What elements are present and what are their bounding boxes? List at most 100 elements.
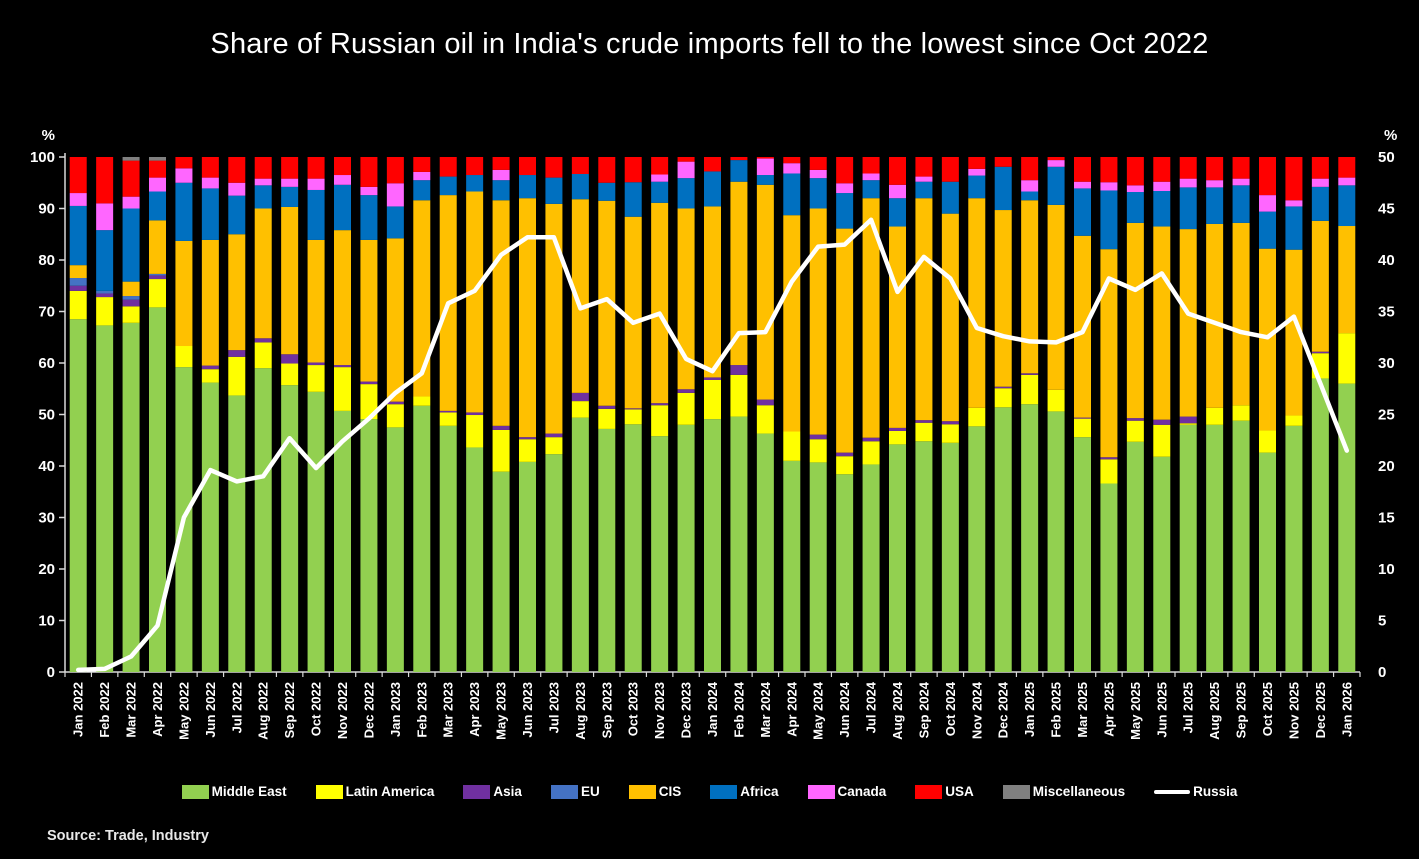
- bar-segment-middle_east: [624, 424, 642, 672]
- bar-segment-middle_east: [1206, 424, 1224, 672]
- x-axis-month-label: May 2023: [494, 682, 509, 740]
- legend-color-swatch: [915, 784, 943, 799]
- bar-segment-asia: [492, 425, 510, 430]
- bar-segment-latin_america: [281, 363, 299, 386]
- bar-segment-cis: [1047, 204, 1065, 390]
- bar-segment-asia: [201, 365, 219, 370]
- bar-segment-cis: [571, 199, 589, 393]
- bar-segment-usa: [704, 157, 721, 172]
- right-tick-label: 30: [1378, 355, 1395, 372]
- legend-color-swatch: [463, 784, 491, 799]
- bar-segment-latin_america: [545, 437, 563, 455]
- bar-segment-cis: [1259, 248, 1276, 431]
- bar-segment-africa: [598, 182, 616, 201]
- bar-segment-usa: [334, 157, 351, 176]
- bar-segment-middle_east: [386, 427, 404, 672]
- bar-segment-usa: [915, 157, 933, 177]
- bar-segment-middle_east: [598, 428, 616, 672]
- chart-title: Share of Russian oil in India's crude im…: [210, 28, 1209, 60]
- x-axis-month-label: Aug 2024: [890, 681, 905, 740]
- bar-segment-latin_america: [941, 424, 959, 443]
- bar-segment-usa: [809, 157, 827, 170]
- source-note: Source: Trade, Industry: [47, 828, 209, 844]
- bar-segment-canada: [201, 177, 219, 189]
- right-tick-label: 10: [1378, 561, 1395, 578]
- bar-segment-middle_east: [281, 385, 299, 672]
- bar-segment-cis: [519, 198, 536, 438]
- right-axis-unit: %: [1384, 127, 1397, 144]
- bar-segment-latin_america: [1047, 389, 1065, 412]
- bar-segment-middle_east: [1232, 420, 1250, 672]
- bar-segment-asia: [149, 275, 166, 280]
- bar-segment-usa: [254, 157, 272, 179]
- legend-label: EU: [580, 784, 600, 799]
- bar-segment-latin_america: [862, 441, 880, 465]
- bar-segment-middle_east: [228, 395, 246, 672]
- bar-segment-africa: [677, 178, 695, 209]
- x-axis-month-label: Jul 2022: [229, 682, 244, 733]
- bar-segment-usa: [1338, 157, 1356, 178]
- bar-segment-asia: [1021, 373, 1039, 375]
- right-tick-label: 20: [1378, 458, 1395, 475]
- bar-segment-cis: [862, 198, 880, 438]
- bar-segment-middle_east: [1179, 424, 1197, 672]
- bar-segment-canada: [1153, 181, 1171, 191]
- left-tick-label: 20: [38, 561, 55, 578]
- bar-segment-africa: [730, 160, 748, 182]
- bar-segment-middle_east: [1100, 483, 1118, 672]
- bar-segment-latin_america: [334, 367, 351, 411]
- bar-segment-cis: [651, 202, 669, 404]
- bar-segment-canada: [968, 168, 986, 176]
- bar-segment-middle_east: [571, 417, 589, 672]
- bar-segment-africa: [1126, 192, 1144, 223]
- bar-segment-middle_east: [1285, 425, 1303, 672]
- bar-segment-asia: [1100, 457, 1118, 460]
- bar-segment-latin_america: [756, 405, 774, 434]
- bar-segment-asia: [651, 403, 669, 406]
- bar-segment-latin_america: [1285, 415, 1303, 426]
- bar-segment-africa: [915, 181, 933, 199]
- bar-segment-latin_america: [783, 431, 801, 461]
- bar-segment-middle_east: [149, 307, 166, 672]
- bar-segment-latin_america: [1179, 423, 1197, 425]
- bar-segment-cis: [624, 216, 642, 409]
- bar-segment-usa: [175, 157, 193, 169]
- bar-segment-usa: [730, 157, 748, 161]
- bar-segment-asia: [466, 412, 484, 416]
- bar-segment-eu: [96, 290, 114, 294]
- right-tick-label: 5: [1378, 613, 1386, 630]
- bar-segment-africa: [704, 171, 721, 207]
- x-axis-month-label: Dec 2023: [679, 682, 694, 738]
- bar-segment-latin_america: [307, 365, 325, 392]
- bar-segment-asia: [862, 437, 880, 442]
- x-axis-month-label: Nov 2024: [969, 681, 984, 739]
- bar-segment-cis: [1338, 226, 1356, 334]
- bar-segment-usa: [1232, 157, 1250, 179]
- bar-segment-usa: [201, 157, 219, 178]
- bar-segment-africa: [201, 188, 219, 240]
- bar-segment-cis: [201, 239, 219, 366]
- x-axis-month-label: Dec 2022: [361, 682, 376, 738]
- stacked-bar-line-plot: 0 10 20 30 40 50 60 70 80 90 100 0 5 10 15 20 25 30 35 40 45…: [30, 127, 1397, 740]
- bar-segment-canada: [281, 178, 299, 187]
- legend-item-russia: Russia: [1154, 784, 1237, 799]
- x-axis-month-label: Feb 2025: [1049, 682, 1064, 738]
- bar-segment-middle_east: [96, 325, 114, 672]
- bar-segment-asia: [941, 421, 959, 425]
- x-axis-month-label: Mar 2022: [124, 682, 139, 738]
- x-axis-month-label: Jul 2024: [864, 681, 879, 733]
- bar-segment-asia: [756, 399, 774, 406]
- bar-segment-middle_east: [968, 426, 986, 672]
- bar-segment-cis: [307, 239, 325, 363]
- bar-segment-usa: [413, 157, 431, 172]
- legend-label: Russia: [1193, 784, 1238, 799]
- legend-item-latin-america: Latin America: [315, 784, 434, 799]
- bar-segment-africa: [889, 198, 906, 227]
- bar-segment-middle_east: [545, 454, 563, 672]
- bar-segment-africa: [756, 175, 774, 185]
- bar-segment-africa: [571, 173, 589, 200]
- bar-segment-cis: [968, 198, 986, 408]
- bar-segment-usa: [545, 157, 563, 178]
- bar-segment-asia: [439, 410, 457, 413]
- x-axis-month-label: May 2024: [811, 681, 826, 740]
